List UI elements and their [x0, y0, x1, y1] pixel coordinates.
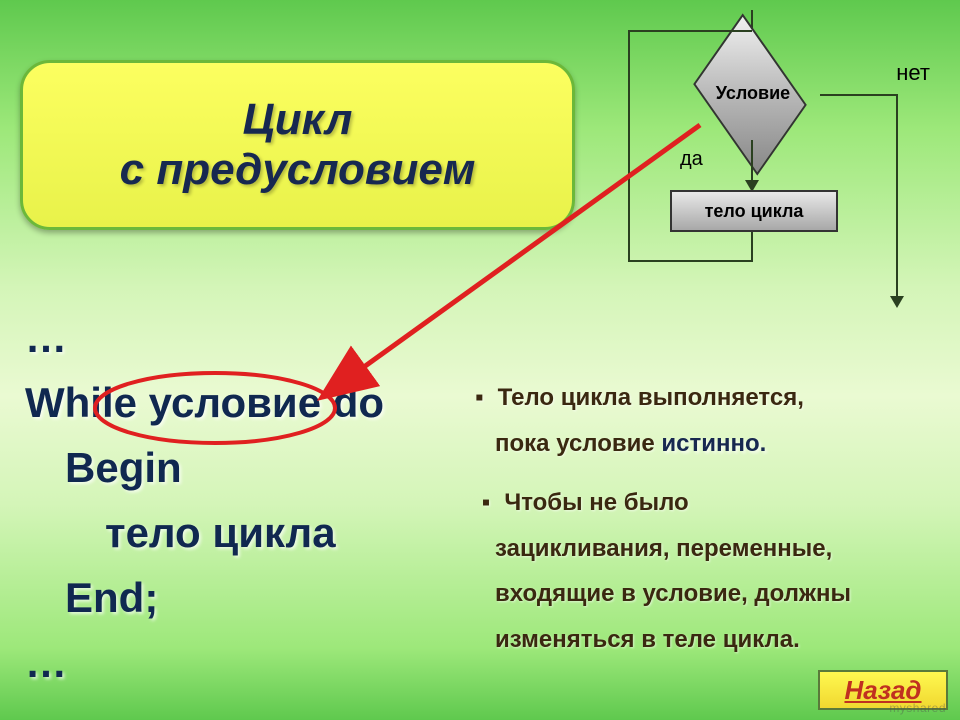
- flow-line-back-1: [751, 232, 753, 262]
- watermark: myshared: [889, 701, 946, 715]
- code-line-5: …: [25, 630, 475, 695]
- label-yes: да: [680, 148, 703, 171]
- code-line-0: …: [25, 305, 475, 370]
- rule-2-l1: Чтобы не было: [504, 489, 688, 516]
- flow-line-no-v: [896, 94, 898, 304]
- arrow-exit: [890, 296, 904, 308]
- flow-line-no-h: [820, 94, 898, 96]
- rules-list: ▪ Тело цикла выполняется, пока условие и…: [475, 375, 945, 663]
- rule-1-p1: Тело цикла выполняется,: [498, 384, 804, 411]
- code-line-3: тело цикла: [105, 500, 475, 565]
- rule-2-l3: входящие в условие, должны: [495, 580, 851, 607]
- rule-1-highlight: истинно.: [661, 430, 766, 457]
- bullet-icon: ▪: [482, 480, 498, 526]
- code-line-2: Begin: [65, 435, 475, 500]
- rule-2-l2: зацикливания, переменные,: [495, 535, 832, 562]
- title-box: Цикл с предусловием: [20, 60, 575, 230]
- rule-1: ▪ Тело цикла выполняется, пока условие и…: [475, 375, 945, 466]
- title-line-1: Цикл: [243, 95, 353, 145]
- rule-2: ▪ Чтобы не было зацикливания, переменные…: [475, 480, 945, 662]
- code-line-1: While условие do: [25, 370, 475, 435]
- code-line-4: End;: [65, 565, 475, 630]
- label-no: нет: [896, 60, 930, 86]
- rule-1-p2: пока условие: [495, 430, 661, 457]
- flow-line-back-3: [628, 30, 630, 262]
- flowchart: Условие нет да тело цикла: [610, 10, 940, 320]
- title-line-2: с предусловием: [120, 145, 476, 195]
- bullet-icon: ▪: [475, 375, 491, 421]
- flow-line-back-2: [628, 260, 753, 262]
- condition-label: Условие: [698, 83, 808, 104]
- flow-line-back-4: [628, 30, 752, 32]
- loop-body-label: тело цикла: [705, 201, 804, 222]
- rule-2-l4: изменяться в теле цикла.: [495, 626, 800, 653]
- pseudocode: … While условие do Begin тело цикла End;…: [25, 305, 475, 696]
- loop-body-box: тело цикла: [670, 190, 838, 232]
